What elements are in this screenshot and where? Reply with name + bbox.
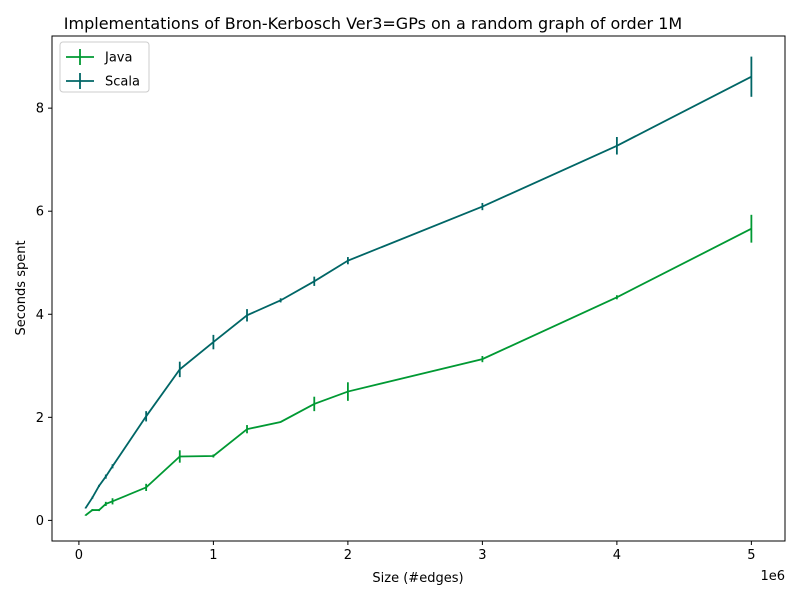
legend-box [59, 41, 150, 93]
chart-title: Implementations of Bron-Kerbosch Ver3=GP… [64, 14, 682, 33]
y-axis: 0 2 4 6 8 [36, 102, 52, 529]
x-tick-label: 3 [478, 548, 486, 563]
y-tick-label: 8 [36, 102, 44, 117]
x-axis: 0 1 2 3 4 5 [75, 541, 756, 563]
x-tick-label: 1 [209, 548, 217, 563]
y-axis-label: Seconds spent [14, 240, 29, 335]
legend-label: Scala [105, 75, 140, 90]
legend: Java Scala [59, 41, 150, 93]
x-offset-label: 1e6 [760, 569, 785, 584]
x-tick-label: 0 [75, 548, 83, 563]
y-tick-label: 2 [36, 411, 44, 426]
x-tick-label: 5 [747, 548, 755, 563]
plot-frame [51, 35, 786, 542]
y-tick-label: 4 [36, 308, 44, 323]
plot-area [52, 36, 785, 541]
y-tick-label: 6 [36, 205, 44, 220]
y-tick-label: 0 [36, 514, 44, 529]
series-scala [84, 56, 753, 509]
series-layer [84, 56, 753, 516]
legend-item-scala: Scala [66, 73, 140, 90]
x-tick-label: 2 [344, 548, 352, 563]
series-java [84, 214, 753, 516]
x-axis-label: Size (#edges) [372, 571, 463, 586]
x-tick-label: 4 [613, 548, 621, 563]
legend-label: Java [104, 51, 132, 66]
legend-item-java: Java [66, 49, 132, 66]
